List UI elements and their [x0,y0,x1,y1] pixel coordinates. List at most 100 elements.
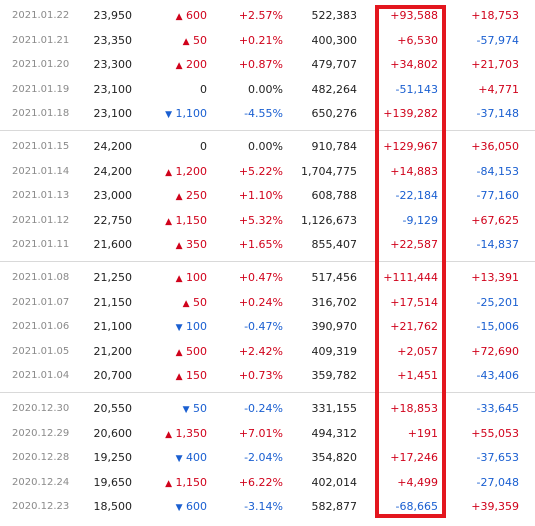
institution-net-cell: -27,048 [476,475,519,489]
table-row: 2020.12.23 18,500 ▼ 600 -3.14% 582,877 -68,66… [0,495,535,520]
institution-net-cell: +13,391 [471,271,519,284]
percent-change-cell: 0.00% [248,82,283,96]
institution-net-cell: -33,645 [476,402,519,415]
percent-change-cell: +0.47% [238,271,283,284]
institution-net-cell: -84,153 [476,164,519,178]
institution-net-cell: +72,690 [471,344,519,358]
up-triangle-icon: ▲ [175,274,183,284]
foreign-net-cell: +6,530 [397,33,438,47]
change-cell: ▲ 200 [176,53,207,79]
close-price-cell: 23,100 [93,107,133,120]
change-value: 200 [186,58,207,71]
change-value: 350 [186,238,207,251]
volume-cell: 390,970 [311,320,358,333]
date-cell: 2021.01.22 [12,10,70,21]
volume-cell: 359,782 [311,369,358,382]
row-group: 2021.01.22 23,950 ▲ 600 +2.57% 522,383 +93,58… [0,0,535,131]
volume-cell: 354,820 [311,451,358,464]
table-row: 2021.01.19 23,100 0 0.00% 482,264 -51,143 +4,7… [0,78,535,103]
institution-net-cell: +4,771 [478,82,519,96]
change-value: 500 [186,344,207,358]
date-cell: 2021.01.19 [12,83,70,95]
change-value: 100 [186,320,207,333]
date-cell: 2021.01.20 [12,59,70,70]
volume-cell: 608,788 [311,189,358,202]
institution-net-cell: -37,653 [476,451,519,464]
volume-cell: 582,877 [311,500,358,513]
change-cell: ▲ 1,150 [165,471,207,497]
percent-change-cell: -3.14% [244,500,283,513]
institution-net-cell: +39,359 [471,500,519,513]
date-cell: 2021.01.05 [12,345,70,357]
date-cell: 2021.01.06 [12,321,70,332]
change-value: 50 [193,295,207,309]
row-group: 2021.01.15 24,200 0 0.00% 910,784 +129,967 +36… [0,131,535,262]
up-triangle-icon: ▲ [165,167,172,178]
volume-cell: 494,312 [311,426,358,440]
foreign-net-cell: +129,967 [383,140,438,153]
row-group: 2021.01.08 21,250 ▲ 100 +0.47% 517,456 +111,4… [0,262,535,393]
change-cell: 0 [200,135,207,160]
institution-net-cell: -14,837 [476,238,519,251]
close-price-cell: 23,100 [93,82,133,96]
close-price-cell: 20,700 [93,369,133,382]
date-cell: 2021.01.21 [12,34,70,46]
percent-change-cell: +2.57% [238,9,283,22]
foreign-net-cell: +17,514 [390,295,438,309]
change-cell: ▲ 150 [176,364,207,390]
change-cell: ▲ 1,200 [165,160,207,186]
change-cell: ▲ 1,150 [165,209,207,235]
volume-cell: 650,276 [311,107,358,120]
table-row: 2021.01.21 23,350 ▲ 50 +0.21% 400,300 +6,530 -… [0,29,535,54]
date-cell: 2021.01.08 [12,272,70,283]
date-cell: 2021.01.07 [12,296,70,308]
change-cell: ▲ 250 [176,184,207,210]
up-triangle-icon: ▲ [182,298,190,309]
down-triangle-icon: ▼ [175,503,183,513]
change-cell: ▲ 50 [183,29,207,55]
close-price-cell: 21,250 [93,271,133,284]
foreign-net-cell: -51,143 [395,82,438,96]
percent-change-cell: +1.10% [238,189,283,202]
change-value: 600 [186,9,207,22]
change-cell: ▲ 350 [176,233,207,259]
table-row: 2021.01.15 24,200 0 0.00% 910,784 +129,967 +36… [0,135,535,160]
change-value: 400 [186,451,207,464]
close-price-cell: 24,200 [93,140,133,153]
table-row: 2020.12.28 19,250 ▼ 400 -2.04% 354,820 +17,24… [0,446,535,471]
percent-change-cell: +5.32% [238,213,283,227]
up-triangle-icon: ▲ [165,429,172,440]
volume-cell: 522,383 [311,9,358,22]
date-cell: 2021.01.12 [12,214,70,226]
volume-cell: 402,014 [311,475,358,489]
close-price-cell: 22,750 [93,213,133,227]
change-cell: 0 [200,78,207,103]
change-value: 0 [200,140,207,153]
foreign-net-cell: +93,588 [390,9,438,22]
up-triangle-icon: ▲ [165,216,172,227]
close-price-cell: 21,600 [93,238,133,251]
date-cell: 2021.01.14 [12,165,70,177]
close-price-cell: 21,100 [93,320,133,333]
table-row: 2021.01.11 21,600 ▲ 350 +1.65% 855,407 +22,58… [0,233,535,258]
percent-change-cell: +0.24% [238,295,283,309]
foreign-net-cell: +17,246 [390,451,438,464]
change-value: 1,100 [175,107,208,120]
close-price-cell: 23,350 [93,33,133,47]
institution-net-cell: -57,974 [476,33,519,47]
down-triangle-icon: ▼ [175,323,183,333]
close-price-cell: 21,200 [93,344,133,358]
change-value: 1,350 [175,426,208,440]
up-triangle-icon: ▲ [175,372,183,382]
change-cell: ▲ 1,350 [165,422,207,448]
change-cell: ▼ 1,100 [165,102,207,128]
volume-cell: 479,707 [311,58,358,71]
up-triangle-icon: ▲ [175,347,183,358]
table-row: 2020.12.29 20,600 ▲ 1,350 +7.01% 494,312 +191… [0,422,535,447]
foreign-net-cell: +2,057 [397,344,438,358]
table-row: 2021.01.13 23,000 ▲ 250 +1.10% 608,788 -22,18… [0,184,535,209]
percent-change-cell: +0.87% [238,58,283,71]
date-cell: 2020.12.28 [12,452,70,463]
percent-change-cell: +5.22% [238,164,283,178]
date-cell: 2021.01.04 [12,370,70,381]
